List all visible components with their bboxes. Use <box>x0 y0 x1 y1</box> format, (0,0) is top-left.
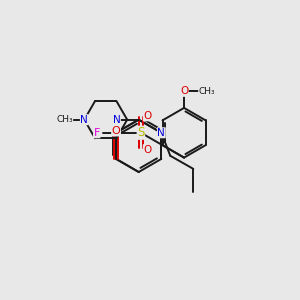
Text: CH₃: CH₃ <box>56 115 73 124</box>
Text: O: O <box>112 126 120 136</box>
Text: N: N <box>112 115 120 125</box>
Text: O: O <box>143 145 152 155</box>
Text: O: O <box>143 111 152 121</box>
Text: N: N <box>80 115 88 125</box>
Text: CH₃: CH₃ <box>199 87 215 96</box>
Text: O: O <box>180 86 188 96</box>
Text: S: S <box>137 126 145 139</box>
Text: N: N <box>158 128 165 138</box>
Text: F: F <box>94 128 100 138</box>
